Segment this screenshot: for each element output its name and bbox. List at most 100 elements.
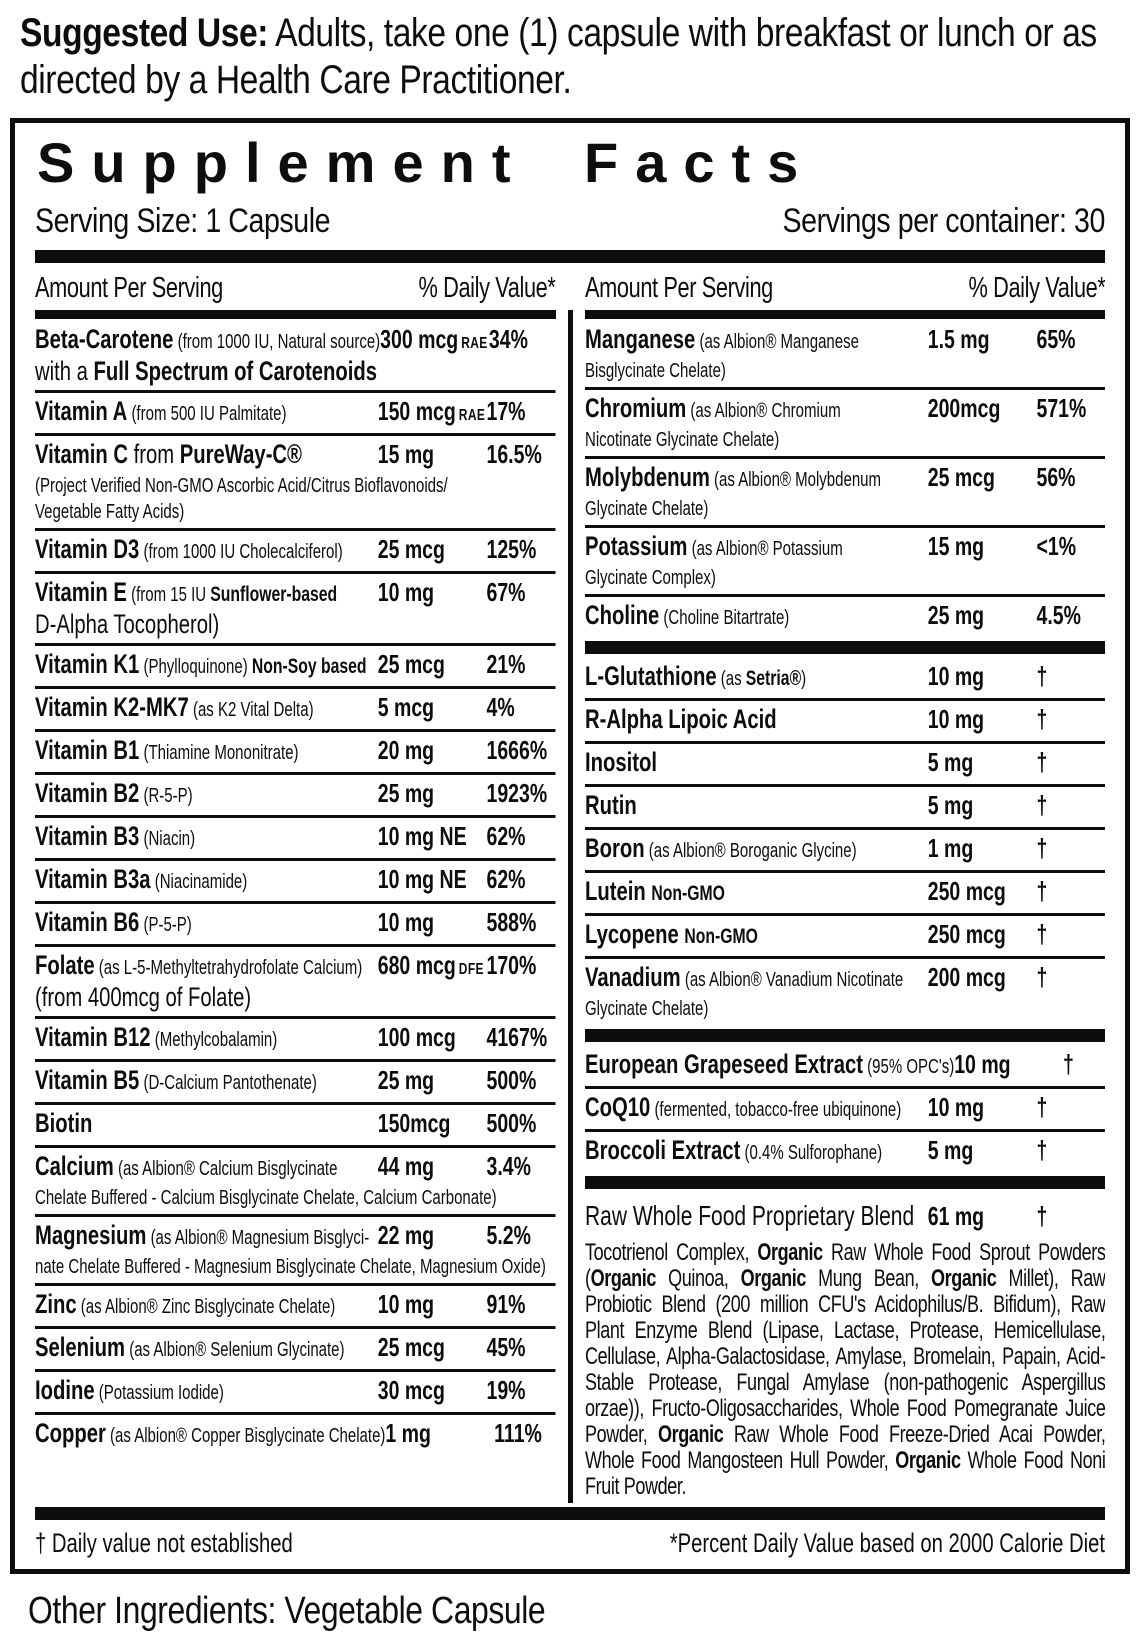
nutrient-amount: 30 mcg [377,1375,445,1406]
nutrient-name-segment: Non-GMO [683,925,758,949]
nutrient-amount: 22 mg [377,1220,435,1251]
blend-text-segment: Organic [657,1421,723,1449]
nutrient-row: Vitamin B6 (P-5-P) 10 mg 588% [35,904,556,948]
nutrient-daily-value: † [1035,1201,1047,1232]
nutrient-name-segment: Chromium [584,393,686,424]
nutrient-row: Lutein Non-GMO 250 mcg † [584,873,1105,917]
nutrient-row: Choline (Choline Bitartrate) 25 mg 4.5% [585,597,1105,637]
nutrient-name: Vitamin B2 (R-5-P) [35,779,378,812]
nutrient-amount: 100 mcg [377,1022,456,1053]
nutrient-line: Vitamin A (from 500 IU Palmitate) 150 mcg… [35,397,555,430]
nutrient-row: Manganese (as Albion® Manganese 1.5 mg 65%… [584,321,1105,391]
text-segment: (from 400mcg of Folate) [35,982,252,1013]
nutrient-name: Copper (as Albion® Copper Bisglycinate C… [35,1419,385,1452]
nutrient-amount: 5 mcg [377,692,435,723]
nutrient-name-segment: (as Albion® Selenium Glycinate) [125,1339,345,1362]
amount-header-label: Amount Per Serving [584,271,773,304]
nutrient-amount: 25 mcg [377,534,445,565]
nutrient-name-segment: Selenium [35,1332,126,1363]
nutrient-name: Vitamin B12 (Methylcobalamin) [35,1023,378,1056]
nutrient-name-segment: (as K2 Vital Delta) [188,699,314,722]
nutrient-row: Zinc (as Albion® Zinc Bisglycinate Chela… [35,1286,556,1330]
nutrient-description-cont: Vegetable Fatty Acids) [35,499,555,525]
nutrient-amount: 10 mg [377,907,435,938]
nutrient-daily-value: <1% [1035,531,1076,562]
nutrient-name: Zinc (as Albion® Zinc Bisglycinate Chela… [35,1290,378,1323]
blend-text-segment: Organic [590,1265,656,1293]
nutrient-daily-value: 111% [494,1418,542,1449]
nutrient-line: Choline (Choline Bitartrate) 25 mg 4.5% [585,601,1105,634]
nutrient-name: Molybdenum (as Albion® Molybdenum [585,463,928,496]
nutrient-row: Vitamin B2 (R-5-P) 25 mg 1923% [35,775,556,819]
nutrient-name-segment: (as L-5-Methyltetrahydrofolate Calcium) [94,957,363,980]
nutrient-name-segment: (as Albion® Copper Bisglycinate Chelate) [105,1425,386,1448]
other-ingredients: Other Ingredients: Vegetable Capsule [28,1589,546,1632]
amount-unit-suffix: DFE [458,961,484,979]
nutrient-name: Boron (as Albion® Boroganic Glycine) [585,834,928,867]
nutrient-name-segment: (as Albion® Molybdenum [709,469,881,492]
nutrient-daily-value: † [1035,747,1047,778]
nutrient-name: European Grapeseed Extract (95% OPC's) [585,1050,954,1083]
nutrient-name-segment: (as Albion® Vanadium Nicotinate [680,969,903,992]
nutrient-amount: 25 mcg [377,1332,445,1363]
nutrient-daily-value: † [1035,1092,1047,1123]
nutrient-line: Vitamin D3 (from 1000 IU Cholecalciferol… [35,535,555,568]
nutrient-name: Beta-Carotene (from 1000 IU, Natural sou… [35,325,380,358]
nutrient-amount: 5 mg [927,1135,973,1166]
nutrient-amount: 15 mg [927,531,984,562]
text-segment: Glycinate Chelate) [584,498,708,521]
nutrient-name: L-Glutathione (as Setria®) [585,662,928,695]
nutrient-row: Potassium (as Albion® Potassium 15 mg <1% G… [584,528,1105,598]
nutrient-name-segment: Lycopene [584,919,679,950]
nutrient-daily-value: 1923% [486,778,548,809]
nutrient-row: Inositol 5 mg † [584,744,1105,788]
nutrient-name: Vitamin B3 (Niacin) [35,822,378,855]
nutrient-row: Vitamin B1 (Thiamine Mononitrate) 20 mg 16… [35,732,556,776]
nutrient-name-segment: Raw Whole Food Proprietary Blend [584,1200,914,1232]
nutrient-name-segment: (Potassium Iodide) [94,1382,224,1405]
nutrient-name: Lycopene Non-GMO [585,920,928,953]
blend-text-segment: Organic [894,1447,961,1475]
nutrient-name-segment: Choline [584,600,659,631]
nutrient-amount: 10 mg NE [377,864,467,895]
nutrient-amount: 250 mcg [927,919,1006,950]
nutrient-name-segment: Calcium [35,1151,114,1182]
nutrient-name-segment: Vitamin K2-MK7 [35,692,189,723]
serving-info-row: Serving Size: 1 Capsule Servings per con… [35,202,1105,240]
nutrient-daily-value: † [1035,661,1047,692]
nutrient-daily-value: † [1035,833,1047,864]
text-segment: Nicotinate Glycinate Chelate) [584,429,779,452]
nutrient-daily-value: 4% [486,692,515,723]
nutrient-name-segment: Non-GMO [650,882,725,906]
nutrient-amount: 20 mg [377,735,435,766]
column-divider [567,310,573,1504]
nutrient-name-segment: (as [716,668,746,691]
nutrient-daily-value: 5.2% [486,1220,531,1251]
nutrient-amount: 200 mcg [927,962,1006,993]
nutrient-name: Inositol [585,748,928,781]
panel-title: Supplement Facts [37,131,816,195]
nutrient-daily-value: 4.5% [1035,600,1081,631]
nutrient-row: Magnesium (as Albion® Magnesium Bisglyci… [35,1217,556,1287]
nutrient-name-segment: Vitamin C [35,439,129,470]
nutrient-amount: 150 mcg RAE [377,396,486,427]
nutrient-name-segment: (from 15 IU [126,584,211,607]
nutrient-name-segment: Non-Soy based [251,655,367,679]
text-segment: Vegetable Fatty Acids) [35,501,185,524]
nutrient-name-segment: (95% OPC's) [862,1056,954,1079]
nutrient-name-segment: R-Alpha Lipoic Acid [584,704,777,735]
nutrient-name-segment: (as Albion® Boroganic Glycine) [644,840,857,863]
nutrient-name-segment: Manganese [584,324,695,355]
nutrient-name: Lutein Non-GMO [585,877,928,910]
nutrient-name-segment: (as Albion® Potassium [686,538,843,561]
nutrient-line: Vitamin C from PureWay-C® 15 mg 16.5% [35,440,555,473]
nutrient-line: Vitamin B6 (P-5-P) 10 mg 588% [35,908,555,941]
nutrient-line: Zinc (as Albion® Zinc Bisglycinate Chela… [35,1290,555,1323]
nutrient-name: Broccoli Extract (0.4% Sulforophane) [585,1136,928,1169]
nutrient-name-segment: Sunflower-based [210,583,338,607]
nutrient-name-segment: Vitamin A [35,396,128,427]
nutrient-name-segment: Vitamin B6 [35,907,140,938]
nutrient-amount: 300 mcg RAE [380,324,488,355]
nutrient-amount: 15 mg [377,439,435,470]
nutrient-row: Broccoli Extract (0.4% Sulforophane) 5 mg… [585,1132,1105,1172]
